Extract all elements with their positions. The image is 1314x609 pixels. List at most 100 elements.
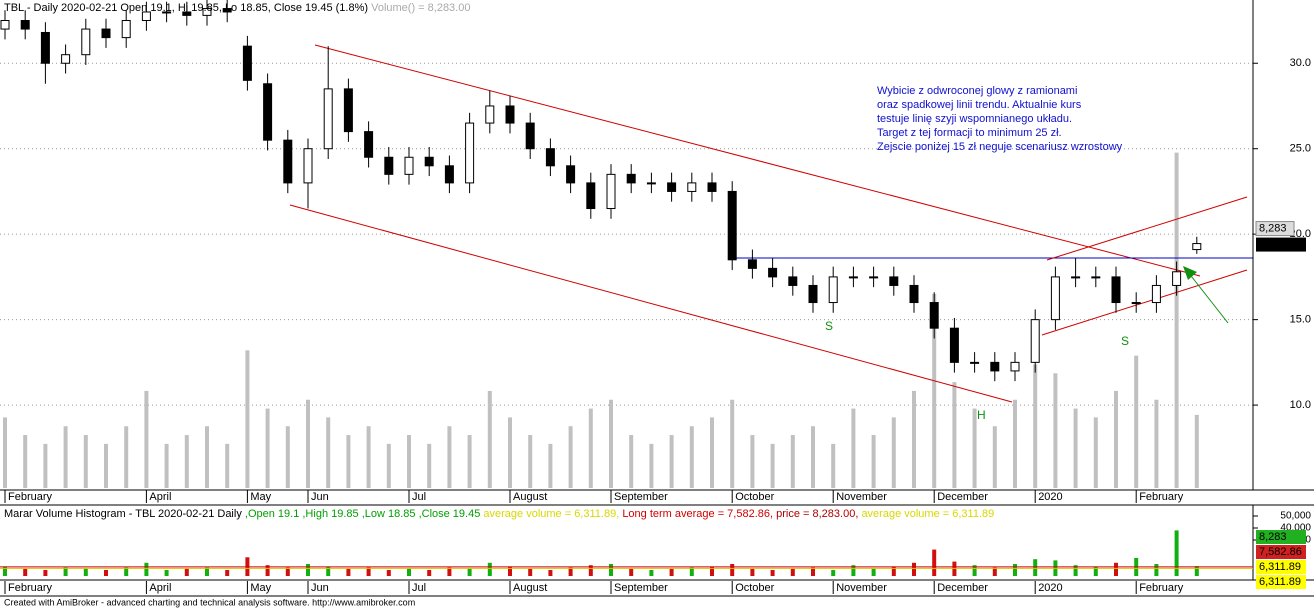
volume-bar [1134,355,1139,488]
x-tick-label: September [614,582,668,594]
volume-bar [629,435,634,488]
histogram-bar [326,566,331,576]
volume-bar [366,426,371,488]
histogram-bar [770,570,775,576]
volume-bar [790,435,795,488]
last-price-label: 19.45 [1259,238,1287,250]
volume-bar [104,443,108,488]
histogram-bar [1093,566,1098,576]
y-tick-label: 40,000 [1280,523,1311,534]
volume-bar [225,443,230,488]
volume-bar [124,426,129,488]
histogram-bar [1013,564,1017,576]
volume-bar [992,426,997,488]
annotation-line: Target z tej formacji to minimum 25 zł. [877,127,1062,139]
candle-body [707,182,717,192]
wedge-upper [1046,196,1248,261]
histogram-bar [407,568,411,576]
candle-body [202,8,212,16]
candle-body [444,165,454,184]
volume-bar [1093,417,1098,488]
volume-bar [952,382,957,488]
candle-body [566,165,576,184]
candle-body [283,139,293,184]
volume [3,152,1199,488]
candle-body [727,190,737,261]
histogram-bar [932,549,937,576]
histogram-bar [811,567,815,576]
candle-body [1111,276,1121,304]
candle-body [788,276,798,286]
histogram-bar [124,567,129,576]
candle-body [384,156,394,175]
histogram-bar [43,570,48,576]
histogram-bar [306,564,310,576]
x-tick-label: May [250,582,271,594]
annotation-line: Zejscie poniżej 15 zł neguje scenariusz … [877,141,1123,153]
volume-label: Volume() = 8,283.00 [371,2,470,14]
histogram-bar [871,568,876,576]
volume-bar [467,435,472,488]
candle-body [545,148,555,167]
candle-body [626,173,636,184]
volume-bar [164,443,169,488]
volume-bar [1013,399,1017,488]
candle-body [1050,276,1060,321]
candle-body [61,54,71,64]
volume-bar [1033,364,1038,488]
volume-bar [912,390,916,488]
x-tick-label: Jun [311,582,329,594]
channel-upper [314,44,1201,277]
legend-segment: price = 8,283.00, [776,508,861,520]
volume-bar [649,443,654,488]
candle-body [808,284,818,304]
histogram-bar [992,567,997,576]
x-tick-label: August [513,491,547,503]
x-tick-label: April [149,491,171,503]
volume-bar [265,408,270,488]
last-volume-label: 8,283 [1259,222,1287,234]
histogram-bar [1114,562,1118,576]
histogram-bar [508,566,512,576]
volume-bar [891,417,896,488]
volume-bar [548,443,553,488]
volume-bar [750,435,755,488]
histogram-bar [568,567,573,576]
candle-body [505,105,515,124]
x-tick-label: October [735,491,774,503]
volume-bar [326,417,331,488]
candle-body [242,45,252,81]
volume-bar [831,443,836,488]
histogram-bar [588,565,593,576]
grid [0,62,1253,406]
last-price-box [1256,237,1306,252]
volume-bar [447,426,452,488]
candle-body [364,131,374,158]
volume-bar [972,408,977,488]
histogram-bar [3,566,7,576]
candle-body [586,182,596,210]
arrow-head [1183,266,1197,280]
volume-bar [487,390,492,488]
title-text: TBL - Daily 2020-02-21 Open 19.1, Hi 19.… [4,2,368,14]
histogram-bar [487,562,492,576]
volume-bar [669,435,674,488]
histogram-bar [891,566,896,576]
legend-segment: average volume = 6,311.89 [861,508,994,520]
pattern-label: H [977,408,986,422]
legend-segment: average volume = 6,311.89, [483,508,622,520]
x-tick-label: October [735,582,774,594]
histogram-bar [467,568,472,576]
value-box [1256,545,1306,559]
volume-bar [63,426,68,488]
histogram-bar [285,567,290,576]
y-tick-label: 50,000 [1280,511,1311,522]
histogram-bar [184,568,189,576]
volume-bar [346,435,351,488]
candle-body [869,276,879,279]
candle-body [485,105,495,124]
last-volume-box [1255,221,1295,237]
candle-body [1131,302,1141,305]
pattern-label: S [825,319,833,333]
